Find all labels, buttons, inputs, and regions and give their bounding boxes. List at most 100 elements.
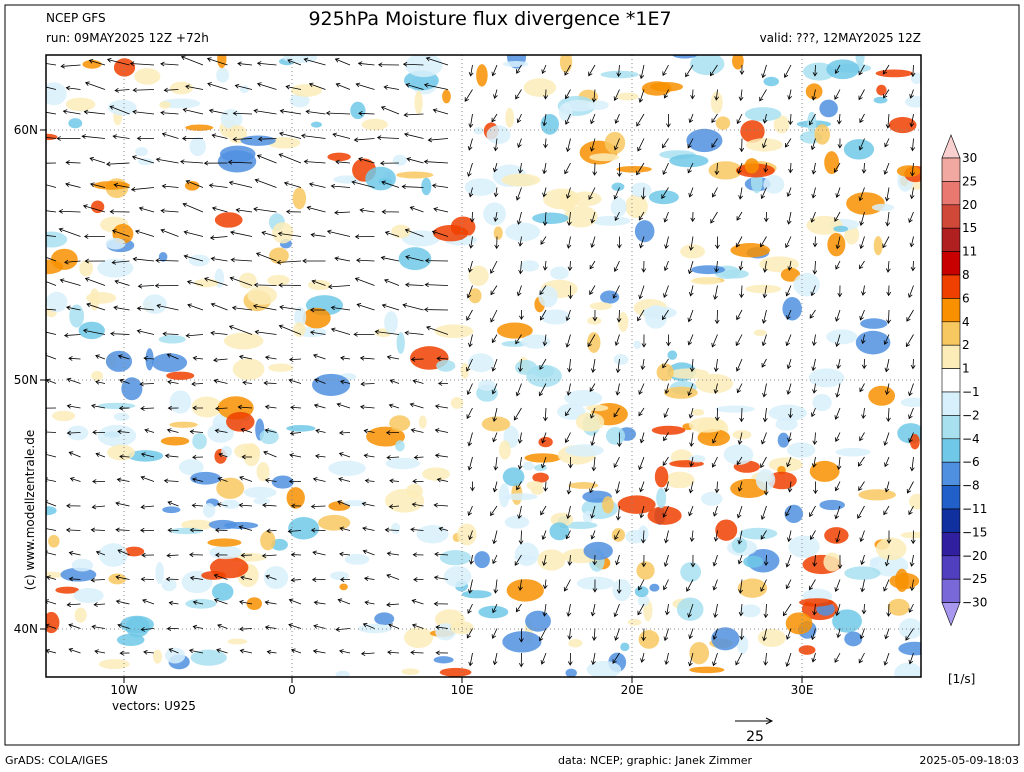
field-blob (439, 550, 472, 566)
colorbar-label: 25 (962, 174, 977, 188)
field-blob (105, 350, 133, 372)
wind-arrow (467, 138, 473, 151)
wind-arrow (387, 649, 400, 655)
wind-arrow (386, 455, 400, 460)
wind-arrow (403, 132, 424, 139)
wind-arrow (164, 453, 179, 459)
colorbar-box (941, 461, 961, 486)
wind-arrow (191, 381, 204, 387)
wind-arrow (279, 131, 302, 139)
wind-arrow (254, 178, 277, 188)
colorbar-label: 30 (962, 151, 977, 165)
wind-arrow (330, 327, 351, 335)
wind-arrow (858, 481, 865, 492)
wind-arrow (261, 230, 277, 237)
field-blob (558, 103, 573, 122)
wind-arrow (493, 138, 499, 152)
wind-arrow (46, 184, 57, 188)
wind-arrow (254, 329, 277, 335)
field-blob (158, 335, 186, 344)
lon-label: 20E (621, 683, 644, 697)
field-blob (496, 322, 533, 339)
wind-arrow (327, 284, 351, 290)
wind-arrow (860, 334, 866, 345)
wind-arrow (426, 325, 449, 335)
wind-arrow (516, 285, 522, 297)
wind-arrow (541, 432, 547, 444)
wind-arrow (613, 89, 620, 101)
wind-arrow (763, 652, 769, 666)
wind-arrow (185, 333, 204, 339)
wind-arrow (68, 356, 81, 361)
wind-arrow (86, 302, 106, 311)
wind-arrow (785, 285, 792, 297)
colorbar-box (941, 415, 961, 440)
wind-arrow (68, 576, 81, 582)
wind-arrow (256, 61, 277, 66)
wind-arrow (811, 162, 817, 175)
wind-arrow (687, 309, 694, 323)
wind-arrow (836, 113, 842, 125)
field-blob (583, 541, 613, 560)
field-blob (391, 522, 401, 534)
wind-arrow (592, 579, 598, 593)
wind-arrow (330, 305, 351, 311)
field-blob (723, 444, 754, 465)
field-blob (391, 224, 411, 239)
wind-arrow (358, 111, 375, 116)
field-blob (860, 318, 888, 329)
field-blob (605, 427, 626, 445)
wind-arrow (763, 162, 769, 173)
field-blob (99, 543, 128, 567)
wind-arrow (402, 61, 424, 67)
wind-arrow (46, 405, 57, 411)
wind-arrow (410, 650, 424, 655)
field-blob (710, 91, 723, 114)
wind-arrow (381, 303, 400, 311)
wind-arrow (739, 285, 744, 299)
wind-arrow (240, 552, 253, 558)
wind-arrow (117, 623, 130, 629)
lon-label: 10E (451, 683, 474, 697)
wind-arrow (591, 652, 596, 666)
field-blob (227, 638, 248, 645)
wind-arrow (516, 64, 522, 74)
field-blob (731, 537, 748, 554)
wind-arrow (638, 383, 645, 395)
field-blob (656, 363, 674, 382)
colorbar: 30 25 20 15 11 8 6 4 2 1 −1 −2 −4 −6 −8 −11 −15 −20 −25 −30 (941, 134, 987, 627)
wind-arrow (264, 478, 277, 483)
wind-arrow (688, 407, 694, 419)
wind-arrow (636, 113, 645, 127)
field-blob (91, 200, 105, 214)
wind-arrow (543, 138, 548, 149)
wind-arrow (566, 383, 572, 396)
field-blob (900, 397, 921, 408)
field-blob (611, 528, 626, 542)
wind-arrow (326, 229, 351, 237)
wind-arrow (760, 236, 767, 248)
wind-arrow (468, 236, 474, 249)
wind-arrow (438, 526, 449, 532)
wind-arrow (785, 579, 792, 590)
wind-arrow (207, 82, 228, 90)
colorbar-label: −15 (962, 525, 987, 539)
wind-arrow (160, 208, 179, 214)
wind-arrow (491, 334, 498, 344)
wind-arrow (688, 113, 694, 124)
wind-arrow (884, 628, 890, 640)
wind-arrow (183, 230, 204, 237)
wind-arrow (160, 61, 179, 67)
wind-arrow (539, 309, 547, 321)
wind-arrow (884, 456, 890, 468)
run: run: 09MAY2025 12Z +72h (46, 31, 209, 45)
wind-arrow (541, 64, 547, 74)
wind-arrow (884, 554, 890, 567)
wind-arrow (664, 481, 670, 493)
wind-arrow (662, 579, 669, 591)
wind-arrow (313, 600, 326, 606)
field-blob (591, 215, 631, 226)
wind-arrow (288, 479, 302, 484)
wind-arrow (301, 133, 326, 139)
wind-arrow (492, 162, 498, 173)
